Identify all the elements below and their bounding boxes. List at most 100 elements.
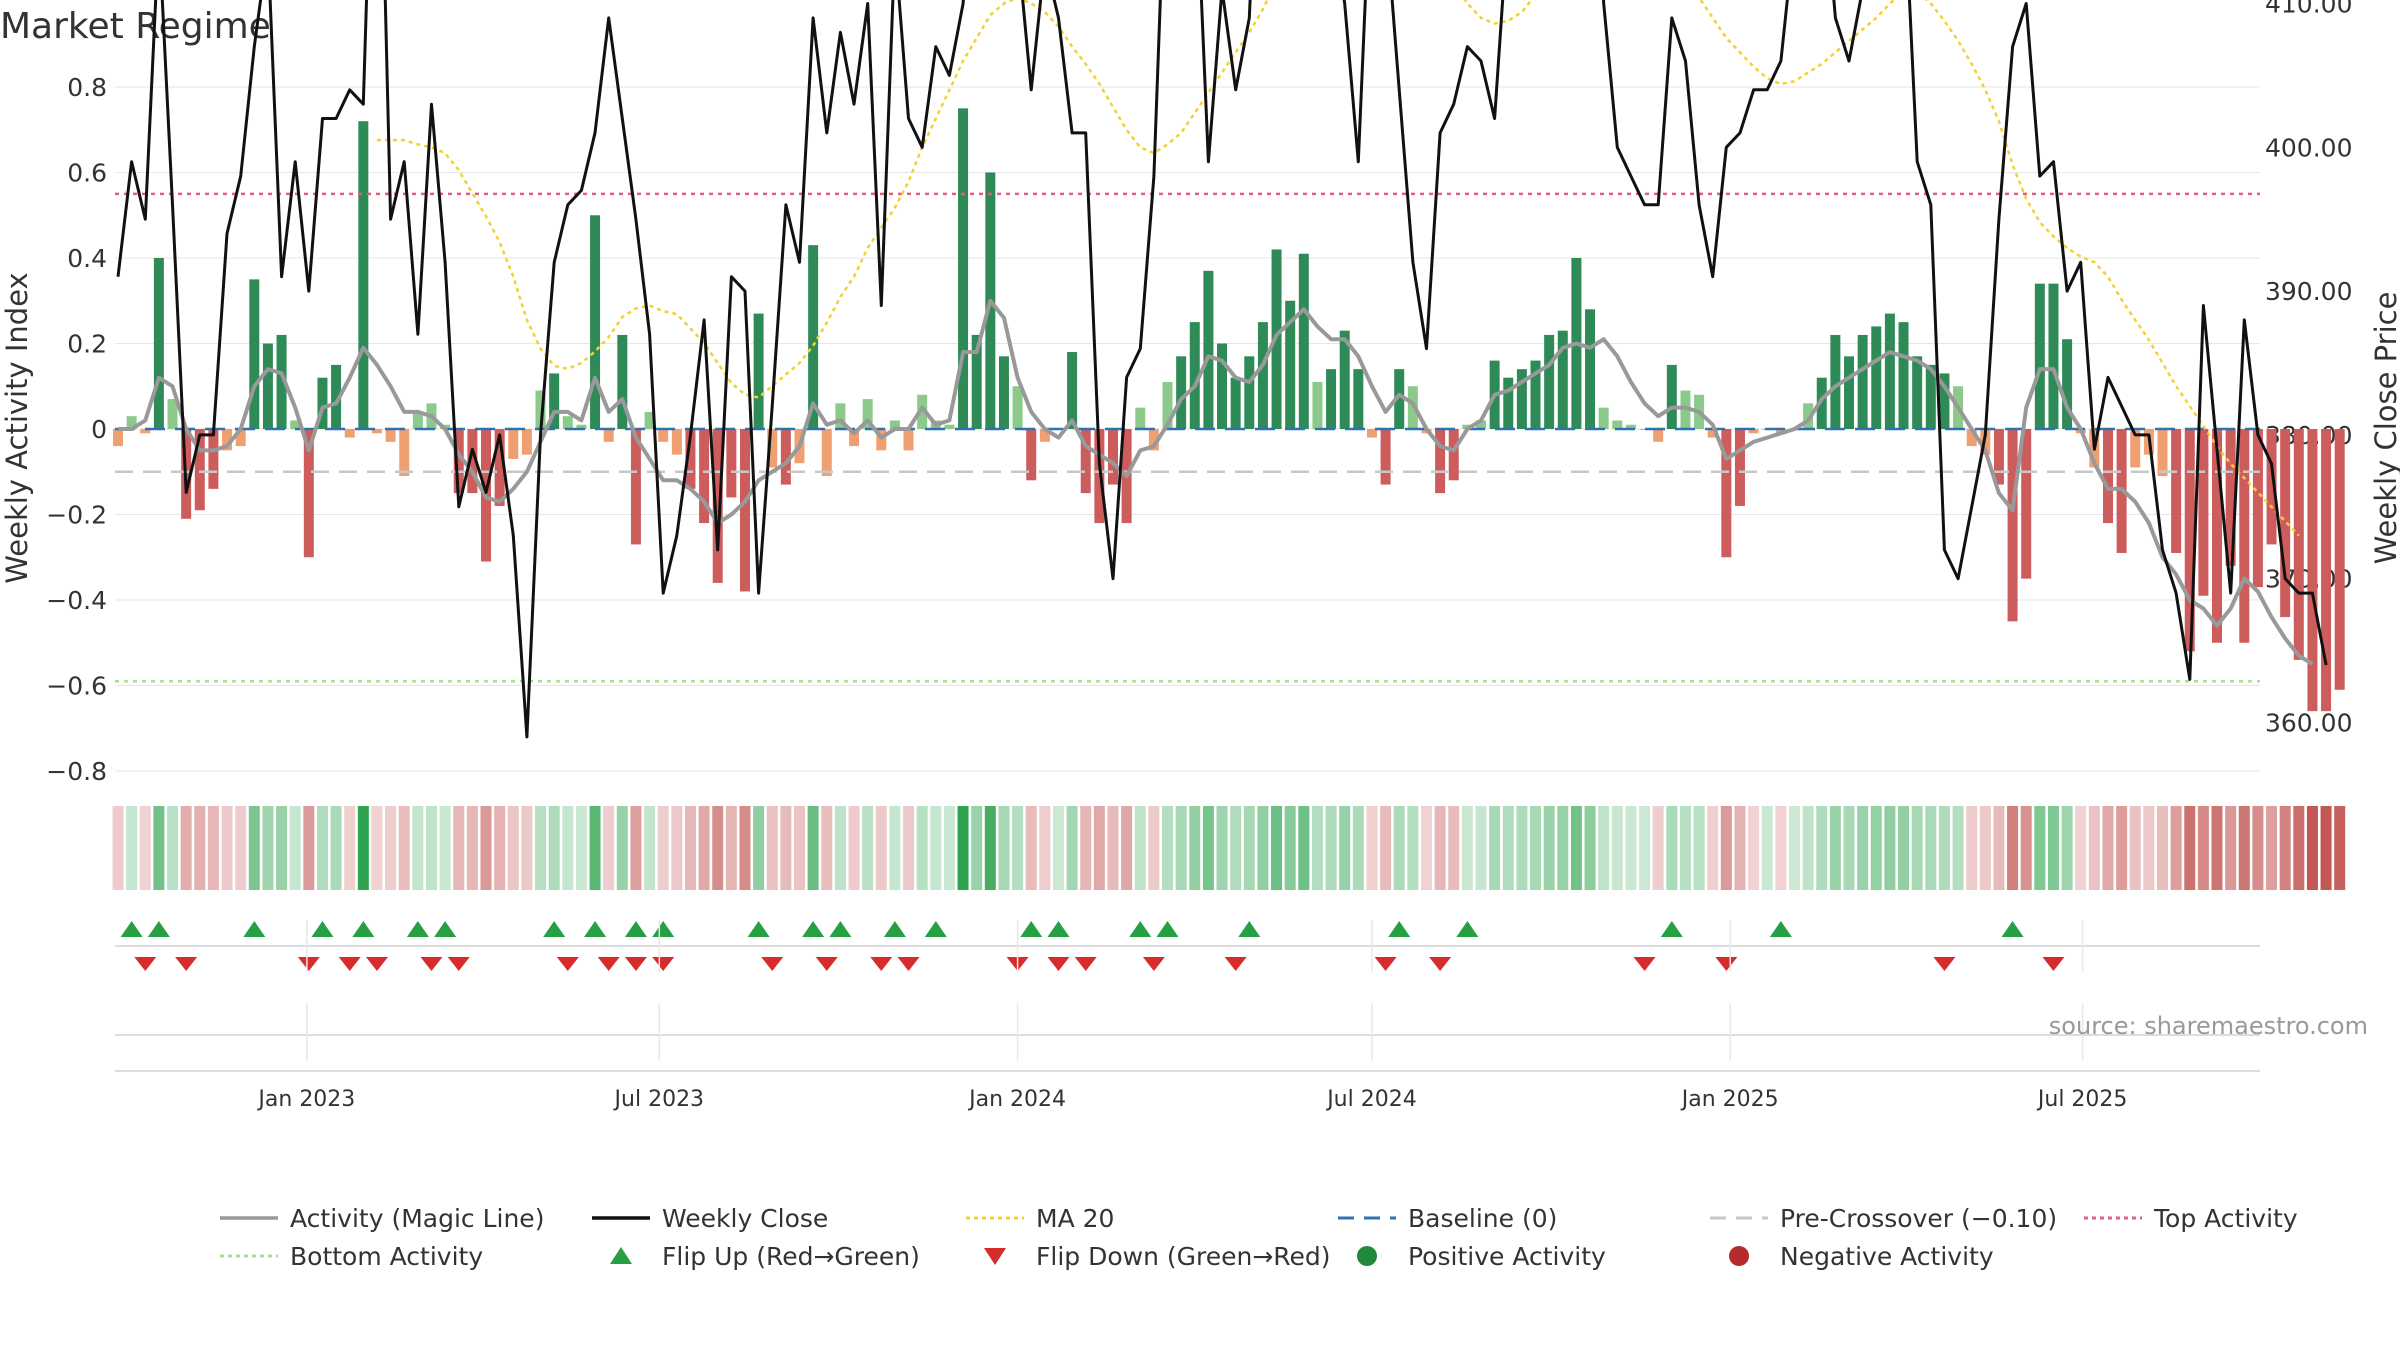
activity-bar	[1966, 429, 1977, 447]
activity-bar	[126, 416, 137, 429]
activity-bar	[1039, 429, 1050, 442]
heat-strip-cell	[357, 806, 369, 890]
heat-strip-cell	[1298, 806, 1310, 890]
activity-bar	[1898, 322, 1909, 429]
heat-strip-cell	[521, 806, 533, 890]
heat-strip-cell	[2170, 806, 2182, 890]
activity-bar	[1734, 429, 1745, 506]
heat-strip-cell	[2020, 806, 2032, 890]
flip-down-marker	[815, 957, 838, 971]
legend-label: Negative Activity	[1780, 1242, 1994, 1271]
heat-strip-cell	[766, 806, 778, 890]
heat-strip-cell	[344, 806, 356, 890]
heat-strip-cell	[2034, 806, 2046, 890]
flip-down-marker	[1429, 957, 1452, 971]
heat-strip-cell	[1584, 806, 1596, 890]
legend-label: Pre-Crossover (−0.10)	[1780, 1204, 2057, 1233]
heat-strip-cell	[1966, 806, 1978, 890]
heat-strip-cell	[1189, 806, 1201, 890]
heat-strip-cell	[2306, 806, 2318, 890]
flip-down-marker	[447, 957, 470, 971]
activity-bar	[739, 429, 750, 592]
heat-strip-cell	[153, 806, 165, 890]
chart-title: Market Regime	[0, 6, 271, 47]
heat-strip-cell	[1639, 806, 1651, 890]
flip-down-marker	[897, 957, 920, 971]
heat-strip-cell	[1025, 806, 1037, 890]
flip-down-marker	[1224, 957, 1247, 971]
heat-strip-cell	[794, 806, 805, 890]
flip-up-marker	[747, 921, 770, 937]
heat-strip-cell	[753, 806, 765, 890]
flip-up-marker	[2001, 921, 2024, 937]
heat-strip-cell	[180, 806, 192, 890]
activity-bar	[630, 429, 641, 545]
activity-bar	[1148, 429, 1159, 451]
flip-down-marker	[1074, 957, 1097, 971]
heat-strip-cell	[1502, 806, 1514, 890]
activity-bar	[208, 429, 219, 489]
heat-strip-cell	[1148, 806, 1160, 890]
heat-strip-cell	[1243, 806, 1255, 890]
activity-bar	[331, 364, 342, 429]
flip-up-marker	[1238, 921, 1261, 937]
activity-bar	[971, 334, 982, 429]
flip-up-marker	[147, 921, 170, 937]
heat-strip-cell	[2211, 806, 2223, 890]
activity-bar	[2280, 429, 2291, 618]
activity-bar	[685, 429, 696, 489]
heat-strip-cell	[1012, 806, 1024, 890]
heat-strip-cell	[725, 806, 737, 890]
heat-strip-cell	[1720, 806, 1732, 890]
activity-bar	[1312, 381, 1323, 429]
flip-down-marker	[1933, 957, 1956, 971]
flip-up-marker	[406, 921, 429, 937]
activity-bar	[1503, 377, 1514, 429]
heat-strip-cell	[1884, 806, 1896, 890]
source-note: source: sharemaestro.com	[2049, 1012, 2368, 1040]
heat-strip-cell	[1407, 806, 1419, 890]
heat-strip-cell	[1216, 806, 1228, 890]
y-tick-label: −0.8	[46, 757, 107, 786]
legend-swatch	[1729, 1246, 1749, 1266]
heat-strip-cell	[1802, 806, 1814, 890]
activity-bar	[2239, 429, 2250, 643]
heat-strip-cell	[1693, 806, 1705, 890]
flip-up-marker	[243, 921, 266, 937]
y-right-axis-label: Weekly Close Price	[2369, 292, 2400, 565]
heat-strip-cell	[1434, 806, 1446, 890]
activity-bar	[1557, 330, 1568, 429]
flip-up-marker	[829, 921, 852, 937]
activity-bar	[249, 279, 260, 429]
activity-bar	[1026, 429, 1037, 481]
flip-down-marker	[1374, 957, 1397, 971]
heat-strip-cell	[1080, 806, 1092, 890]
heat-strip-cell	[235, 806, 247, 890]
activity-bar	[1884, 313, 1895, 429]
heat-strip-cell	[1121, 806, 1133, 890]
activity-bar	[2157, 429, 2168, 477]
heat-strip-cell	[1162, 806, 1174, 890]
activity-bar	[303, 429, 314, 558]
activity-bar	[521, 429, 532, 455]
legend-item: Baseline (0)	[1338, 1204, 1557, 1233]
flip-up-marker	[1047, 921, 1070, 937]
heat-strip-cell	[2184, 806, 2196, 890]
activity-bar	[1912, 356, 1923, 429]
heat-strip-cell	[289, 806, 301, 890]
activity-bar	[508, 429, 519, 459]
y-tick-label: −0.2	[46, 501, 107, 530]
activity-bar	[2034, 283, 2045, 429]
heat-strip-cell	[1598, 806, 1610, 890]
y-tick-label: −0.4	[46, 586, 107, 615]
activity-bar	[767, 429, 778, 468]
activity-bar	[1598, 407, 1609, 429]
activity-bar	[1803, 403, 1814, 429]
heat-strip-cell	[562, 806, 574, 890]
activity-bar	[644, 411, 655, 429]
flip-up-marker	[352, 921, 375, 937]
heat-strip-cell	[371, 806, 383, 890]
flip-down-marker	[624, 957, 647, 971]
legend-label: Positive Activity	[1408, 1242, 1606, 1271]
legend-item: Bottom Activity	[220, 1242, 483, 1271]
